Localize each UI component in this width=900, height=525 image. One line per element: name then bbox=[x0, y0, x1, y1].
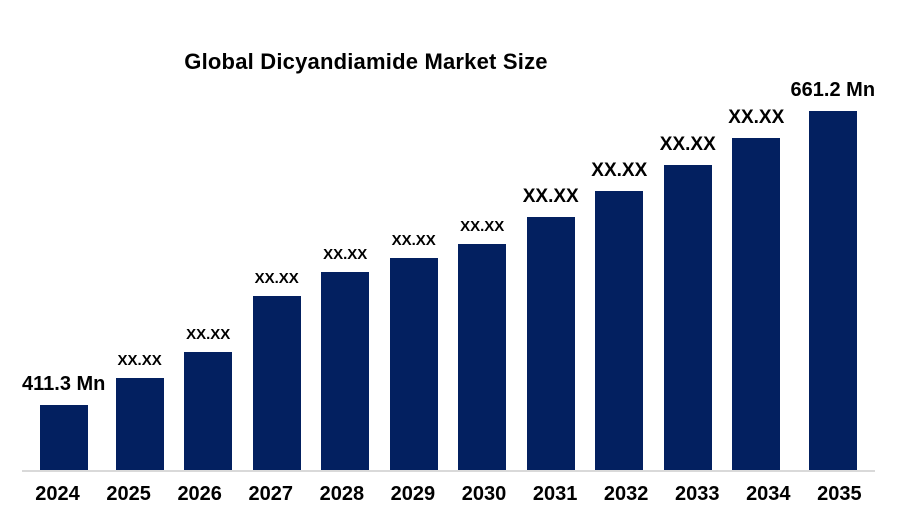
x-axis-label: 2033 bbox=[674, 483, 720, 505]
bar bbox=[458, 244, 507, 470]
bar-group-2029: XX.XX bbox=[379, 232, 448, 470]
bar-value-label: 661.2 Mn bbox=[790, 79, 876, 101]
bar bbox=[184, 352, 233, 470]
x-axis-label: 2026 bbox=[177, 483, 222, 505]
x-axis-label: 2028 bbox=[319, 483, 365, 505]
bar-group-2035: 661.2 Mn bbox=[791, 79, 875, 470]
x-axis-label: 2027 bbox=[248, 483, 294, 505]
bar-group-2027: XX.XX bbox=[242, 270, 311, 470]
x-axis-label: 2030 bbox=[461, 483, 507, 505]
x-axis-label: 2025 bbox=[106, 483, 151, 505]
x-axis-label: 2032 bbox=[603, 483, 649, 505]
bar-value-label: XX.XX bbox=[591, 160, 648, 181]
bar bbox=[389, 258, 438, 470]
bar bbox=[252, 296, 301, 470]
bar-group-2031: XX.XX bbox=[516, 186, 585, 470]
bar-value-label: XX.XX bbox=[728, 107, 785, 128]
bar-value-label: XX.XX bbox=[117, 352, 162, 369]
bar bbox=[115, 378, 164, 470]
bar-group-2028: XX.XX bbox=[311, 246, 380, 470]
bar-value-label: XX.XX bbox=[460, 218, 505, 235]
bar-group-2026: XX.XX bbox=[174, 326, 243, 470]
bar-value-label: XX.XX bbox=[323, 246, 368, 263]
bar-value-label: XX.XX bbox=[254, 270, 299, 287]
bar-value-label: XX.XX bbox=[659, 134, 716, 155]
bar-group-2033: XX.XX bbox=[654, 134, 723, 470]
plot-area: 411.3 Mn XX.XX XX.XX XX.XX XX.XX XX.XX XX.XX XX… bbox=[22, 0, 875, 472]
bar bbox=[321, 272, 370, 470]
x-axis-label: 2034 bbox=[746, 483, 791, 505]
bar-group-2034: XX.XX bbox=[722, 107, 791, 470]
bar bbox=[595, 191, 644, 470]
bar bbox=[663, 165, 712, 470]
bar bbox=[732, 138, 781, 470]
x-axis-label: 2035 bbox=[817, 483, 862, 505]
bar bbox=[39, 405, 88, 470]
bar bbox=[526, 217, 575, 470]
chart-title: Global Dicyandiamide Market Size bbox=[184, 49, 548, 74]
bar-group-2025: XX.XX bbox=[105, 352, 174, 470]
x-axis-label: 2029 bbox=[390, 483, 436, 505]
x-axis: 2024 2025 2026 2027 2028 2029 2030 2031 2032 2033… bbox=[22, 483, 875, 506]
bar-value-label: XX.XX bbox=[186, 326, 231, 343]
bar bbox=[808, 111, 857, 470]
x-axis-label: 2024 bbox=[35, 483, 80, 505]
bar-value-label: 411.3 Mn bbox=[22, 373, 106, 395]
bar-group-2024: 411.3 Mn bbox=[22, 373, 105, 470]
bar-value-label: XX.XX bbox=[391, 232, 436, 249]
bar-group-2032: XX.XX bbox=[585, 160, 654, 470]
bar-group-2030: XX.XX bbox=[448, 218, 517, 470]
x-axis-label: 2031 bbox=[532, 483, 578, 505]
bar-value-label: XX.XX bbox=[522, 186, 579, 207]
